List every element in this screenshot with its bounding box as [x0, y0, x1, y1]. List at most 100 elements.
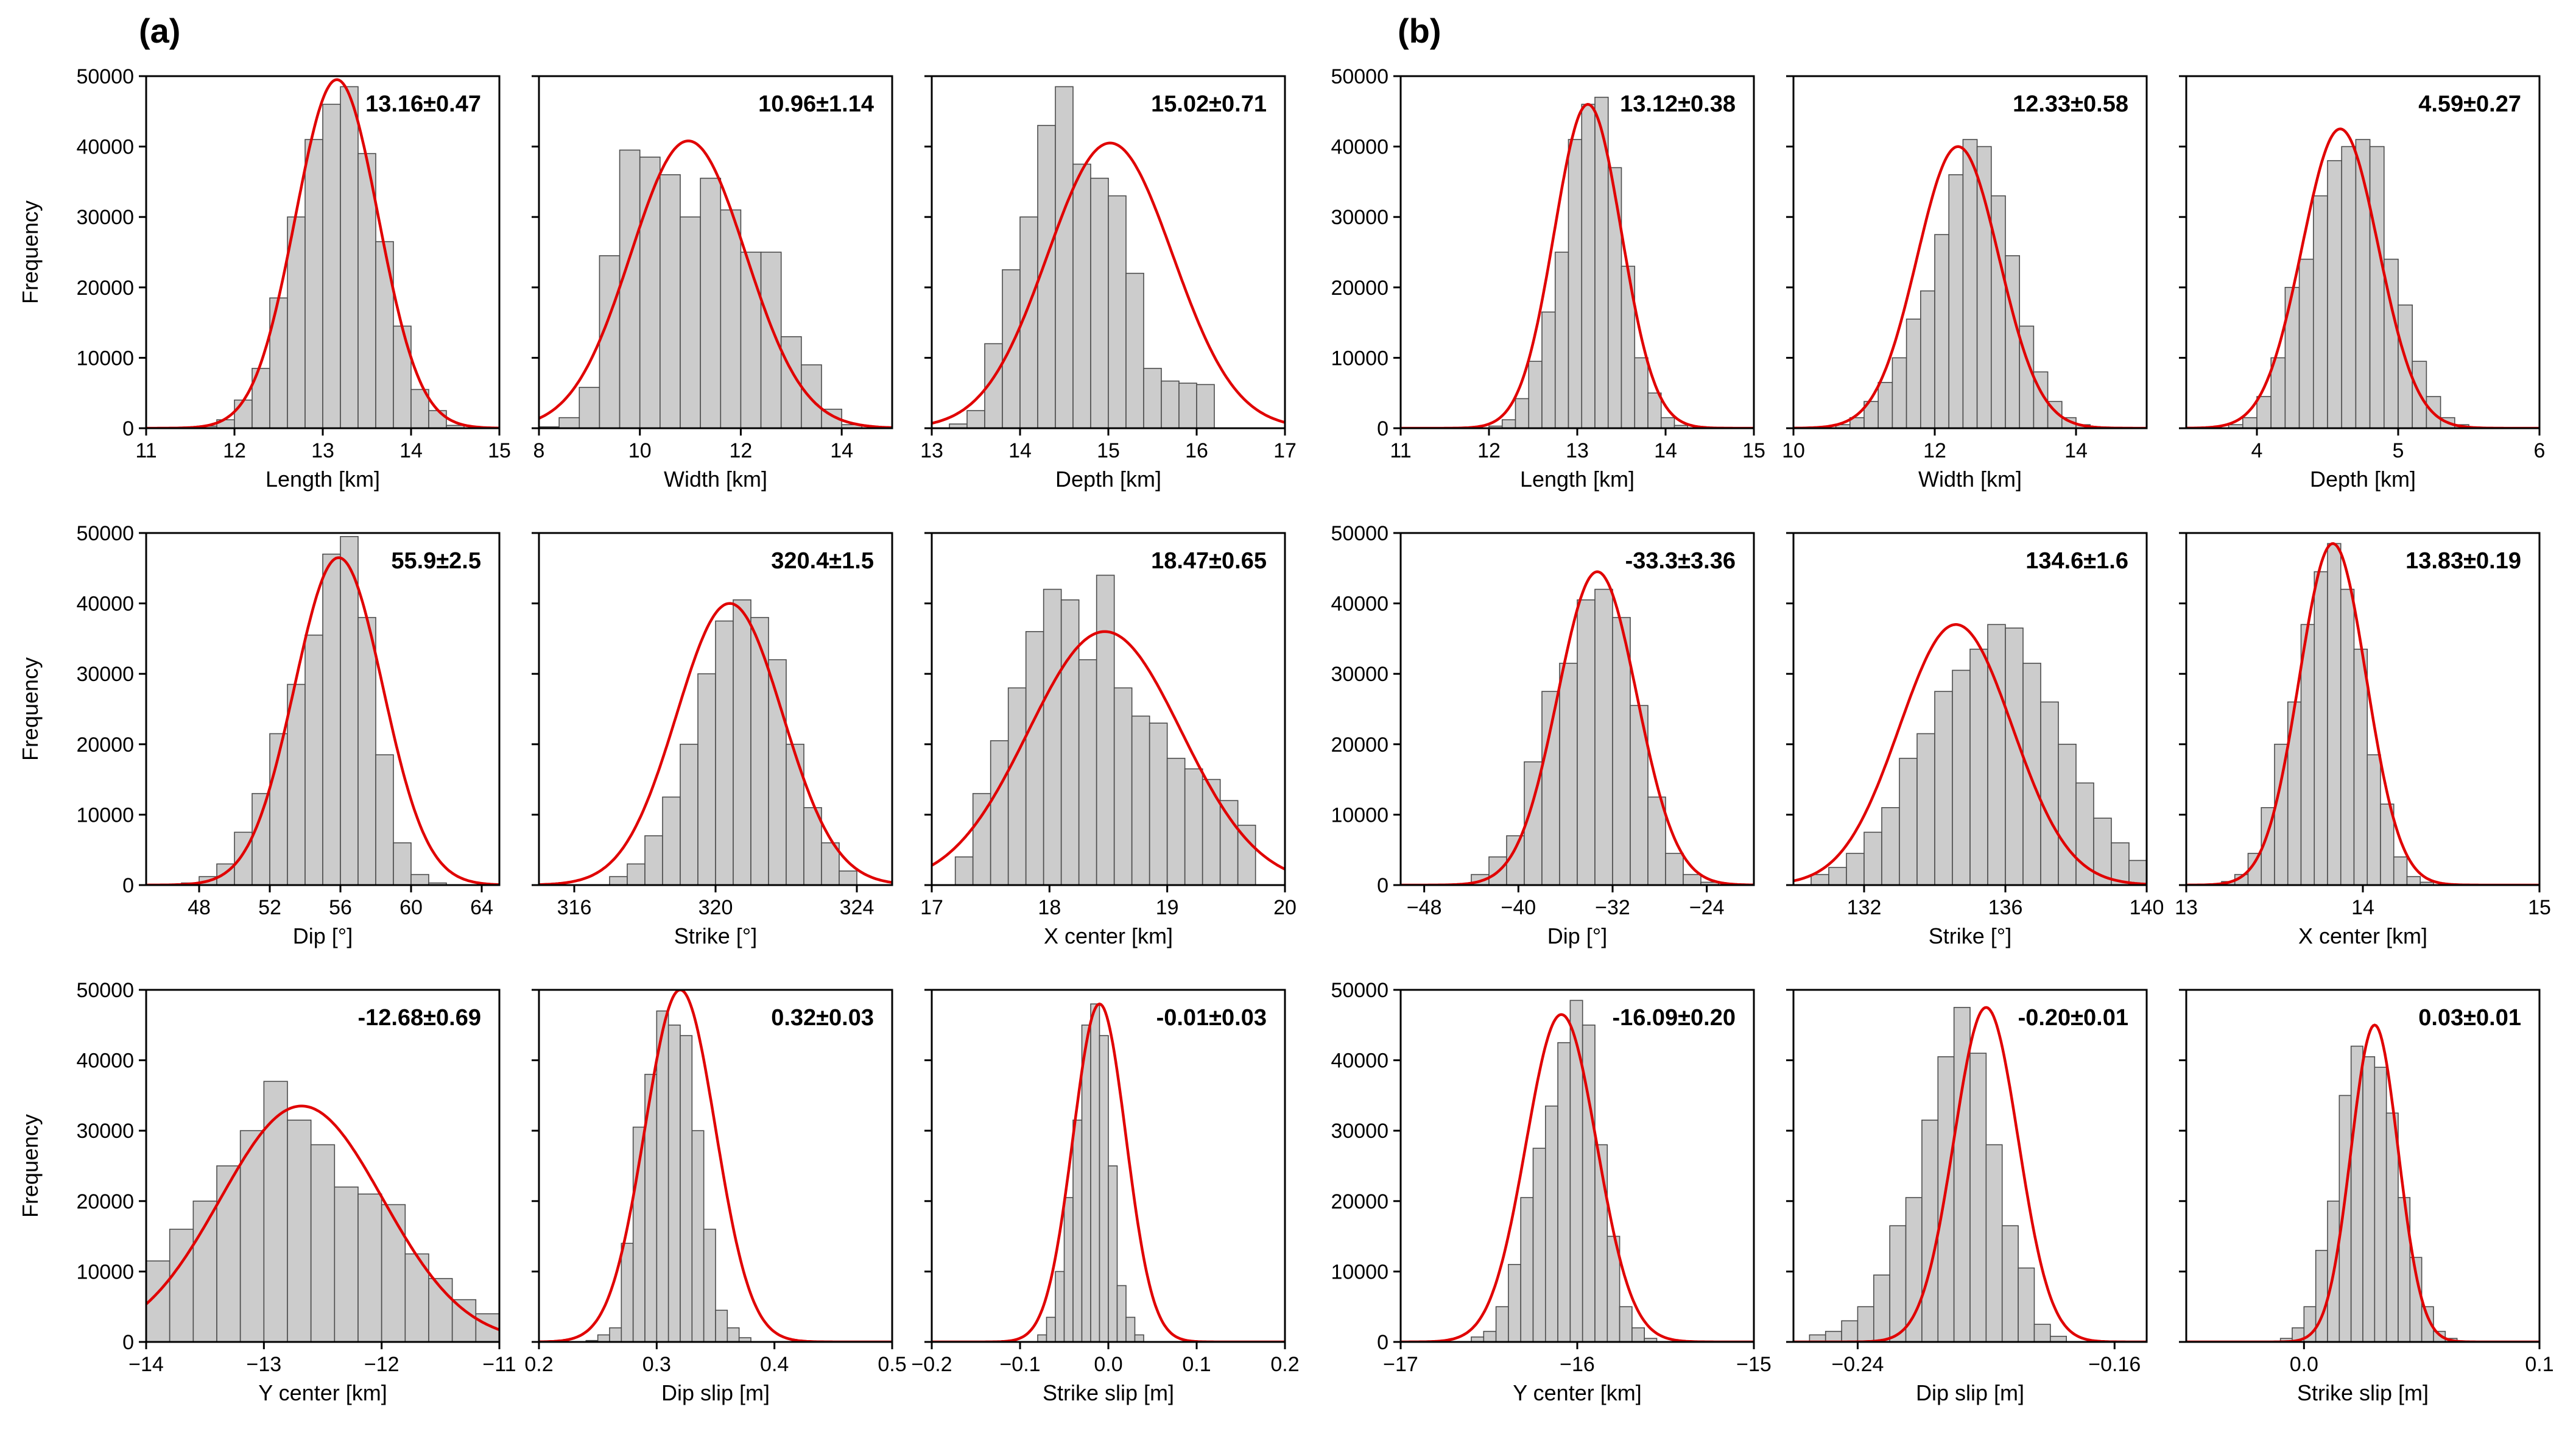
mean-sd-label: -0.01±0.03 — [1156, 1005, 1267, 1031]
x-tick-label: 18 — [1038, 896, 1061, 919]
x-tick-label: 14 — [2064, 439, 2088, 462]
y-tick-label: 20000 — [76, 277, 134, 300]
y-tick-label: 0 — [1377, 417, 1388, 440]
histogram-bar — [2274, 744, 2289, 885]
histogram-bar — [334, 1186, 359, 1342]
y-tick-label: 20000 — [1331, 277, 1388, 300]
x-tick-label: 0.0 — [2290, 1353, 2318, 1376]
histogram-panel-b-depth: 4 5 6 Depth [km] 4.59±0.27 — [2179, 75, 2545, 492]
x-tick-label: 56 — [329, 896, 352, 919]
histogram-panel-a-dipslip: 0.2 0.3 0.4 0.5 Dip slip [m] 0.32±0.03 — [524, 989, 907, 1405]
mean-sd-label: 134.6±1.6 — [2025, 548, 2128, 574]
y-tick-label: 40000 — [1331, 1050, 1388, 1073]
histogram-panel-b-dip: −48 −40 −32 −24 0 10000 20000 30000 40000 50000 Di… — [1331, 522, 1755, 948]
histogram-bar — [2385, 1112, 2399, 1342]
histogram-bar — [2327, 543, 2342, 885]
histogram-bar — [322, 553, 341, 885]
histogram-bar — [700, 177, 722, 428]
histogram-bar — [2327, 160, 2343, 428]
histogram-bar — [727, 1327, 740, 1342]
plot-frame — [1792, 75, 2148, 429]
histogram-bar — [1647, 392, 1662, 428]
mean-sd-label: 0.32±0.03 — [771, 1005, 874, 1031]
histogram-panel-a-strikeslip: −0.2 −0.1 0.0 0.1 0.2 Strike slip [m] -0.01±0.… — [911, 989, 1300, 1405]
histogram-bar — [609, 876, 628, 885]
fit-curve — [146, 556, 499, 885]
y-tick-label: 30000 — [1331, 1120, 1388, 1143]
x-tick-label: 60 — [399, 896, 423, 919]
histogram-bar — [597, 1334, 610, 1342]
histogram-bar — [2362, 1056, 2376, 1342]
histogram-bar — [619, 149, 641, 428]
histogram-bar — [2040, 701, 2059, 885]
y-tick-label: 40000 — [76, 1050, 134, 1073]
x-axis-label: Strike slip [m] — [2297, 1380, 2429, 1405]
mean-sd-label: 320.4±1.5 — [771, 548, 874, 574]
histogram-bar — [2298, 258, 2314, 428]
bars — [1471, 588, 1719, 885]
histogram-bar — [1108, 1165, 1118, 1342]
x-tick-label: 324 — [840, 896, 875, 919]
histogram-panel-b-xcenter: 13 14 15 X center [km] 13.83±0.19 — [2175, 532, 2551, 948]
x-tick-label: 20 — [1273, 896, 1297, 919]
histogram-bar — [2058, 744, 2077, 885]
histogram-bar — [1007, 687, 1027, 885]
histogram-bar — [393, 842, 412, 885]
histogram-bar — [1892, 357, 1907, 428]
plot-frame — [538, 75, 893, 429]
mean-sd-label: -12.68±0.69 — [357, 1005, 481, 1031]
histogram-bar — [304, 634, 323, 885]
x-axis-label: Strike [°] — [1929, 923, 2011, 948]
x-tick-label: −0.16 — [2088, 1353, 2141, 1376]
histogram-bar — [1483, 1330, 1497, 1342]
bars — [2221, 543, 2434, 885]
x-axis-label: X center [km] — [2298, 923, 2427, 948]
histogram-panel-a-xcenter: 17 18 19 20 X center [km] 18.47±0.65 — [920, 532, 1297, 948]
x-tick-label: 12 — [1477, 439, 1501, 462]
y-tick-label: 10000 — [76, 347, 134, 370]
fit-curve — [1793, 623, 2147, 885]
y-tick-label: 50000 — [1331, 979, 1388, 1002]
x-tick-label: −15 — [1736, 1353, 1772, 1376]
histogram-bar — [1508, 1264, 1521, 1342]
bars — [1488, 96, 1689, 428]
panel-b-label: (b) — [1398, 12, 1441, 50]
x-axis-label: Width [km] — [664, 467, 767, 492]
histogram-bar — [966, 410, 985, 428]
histogram-bar — [1554, 252, 1569, 428]
histogram-panel-a-depth: 13 14 15 16 17 Depth [km] 15.02±0.71 — [920, 75, 1297, 492]
histogram-bar — [287, 683, 306, 885]
x-tick-label: 12 — [223, 439, 246, 462]
histogram-bar — [1841, 1320, 1859, 1342]
mean-sd-label: 55.9±2.5 — [391, 548, 481, 574]
histogram-panel-a-ycenter: −14 −13 −12 −11 0 10000 20000 30000 40000 50000 Y … — [18, 979, 516, 1405]
x-axis-label: Depth [km] — [2310, 467, 2416, 492]
x-tick-label: 0.2 — [524, 1353, 553, 1376]
histogram-bar — [621, 1243, 634, 1342]
fit-curve — [932, 141, 1285, 425]
histogram-bar — [381, 1204, 406, 1342]
x-tick-label: 0.3 — [642, 1353, 671, 1376]
x-tick-label: 13 — [1566, 439, 1589, 462]
x-tick-label: 16 — [1185, 439, 1208, 462]
y-axis-label: Frequency — [18, 200, 43, 304]
histogram-bar — [2300, 624, 2315, 885]
histogram-bar — [1846, 853, 1865, 885]
histogram-bar — [1072, 163, 1091, 428]
histogram-bar — [269, 297, 288, 428]
panel-a-label: (a) — [139, 12, 180, 50]
histogram-bar — [2164, 878, 2182, 885]
histogram-bar — [2128, 859, 2147, 885]
mean-sd-label: 13.16±0.47 — [365, 91, 481, 117]
fit-curve — [539, 139, 892, 428]
bars — [1037, 1003, 1144, 1342]
histogram-bar — [579, 387, 600, 428]
histogram-bar — [216, 1165, 241, 1342]
histogram-bar — [680, 216, 701, 428]
bars — [146, 1081, 499, 1342]
histogram-bar — [954, 856, 974, 885]
x-tick-label: 0.5 — [878, 1353, 906, 1376]
histogram-bar — [786, 744, 804, 885]
histogram-bar — [1046, 1316, 1056, 1342]
histogram-bar — [821, 842, 840, 885]
